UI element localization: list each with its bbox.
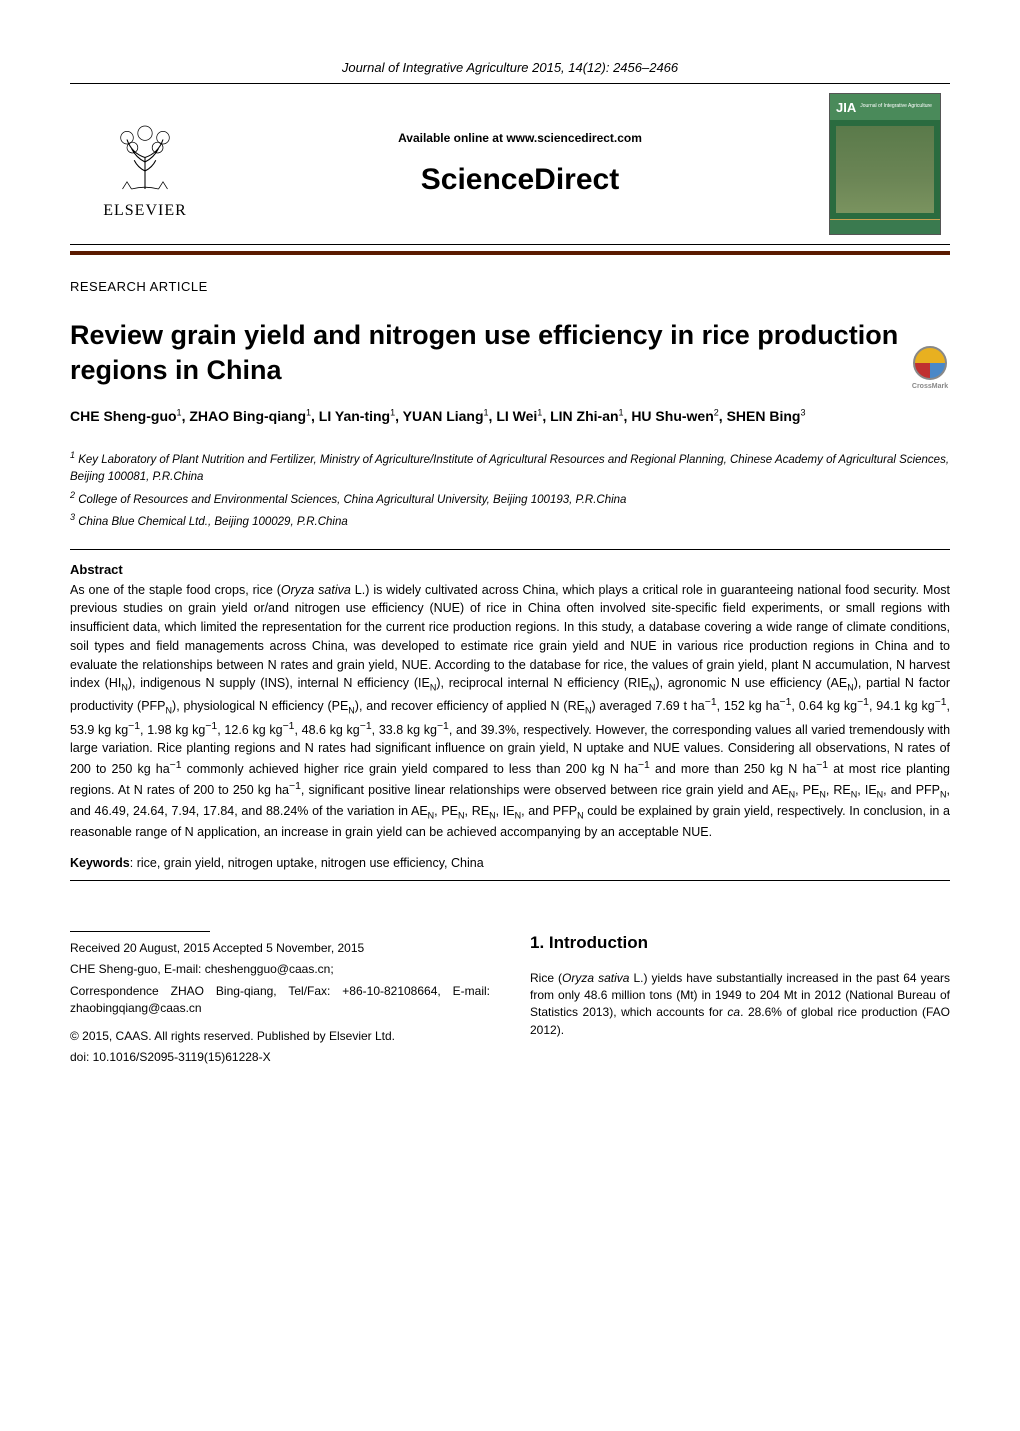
affiliation-1: 1 Key Laboratory of Plant Nutrition and … bbox=[70, 449, 950, 486]
crossmark-icon bbox=[913, 346, 947, 380]
crossmark-label: CrossMark bbox=[912, 382, 948, 391]
abstract-top-rule bbox=[70, 549, 950, 550]
journal-citation: Journal of Integrative Agriculture 2015,… bbox=[70, 60, 950, 75]
introduction-paragraph: Rice (Oryza sativa L.) yields have subst… bbox=[530, 970, 950, 1040]
elsevier-tree-icon bbox=[100, 108, 190, 198]
jia-cover-logo: JIA bbox=[836, 100, 856, 115]
elsevier-wordmark: ELSEVIER bbox=[103, 202, 187, 220]
article-title: Review grain yield and nitrogen use effi… bbox=[70, 318, 950, 388]
article-type-label: RESEARCH ARTICLE bbox=[70, 279, 950, 294]
elsevier-logo-block: ELSEVIER bbox=[70, 84, 220, 244]
header-banner: ELSEVIER Available online at www.science… bbox=[70, 83, 950, 245]
affiliation-2: 2 College of Resources and Environmental… bbox=[70, 489, 950, 509]
abstract-text: As one of the staple food crops, rice (O… bbox=[70, 581, 950, 842]
header-rule bbox=[70, 251, 950, 255]
jia-cover-subtitle: Journal of Integrative Agriculture bbox=[860, 104, 932, 110]
keywords-text: : rice, grain yield, nitrogen uptake, ni… bbox=[130, 856, 484, 870]
footnote-rule bbox=[70, 931, 210, 932]
jia-cover-photo bbox=[836, 126, 934, 213]
keywords-line: Keywords: rice, grain yield, nitrogen up… bbox=[70, 856, 950, 870]
author-email-che: CHE Sheng-guo, E-mail: cheshengguo@caas.… bbox=[70, 961, 490, 978]
sciencedirect-wordmark: ScienceDirect bbox=[421, 163, 619, 197]
footnote-column: Received 20 August, 2015 Accepted 5 Nove… bbox=[70, 931, 490, 1070]
jia-cover-bar bbox=[830, 219, 940, 234]
received-accepted: Received 20 August, 2015 Accepted 5 Nove… bbox=[70, 940, 490, 957]
keywords-label: Keywords bbox=[70, 856, 130, 870]
copyright-line: © 2015, CAAS. All rights reserved. Publi… bbox=[70, 1028, 490, 1045]
introduction-column: 1. Introduction Rice (Oryza sativa L.) y… bbox=[530, 931, 950, 1070]
affiliations-block: 1 Key Laboratory of Plant Nutrition and … bbox=[70, 449, 950, 530]
introduction-heading: 1. Introduction bbox=[530, 931, 950, 956]
abstract-heading: Abstract bbox=[70, 562, 950, 577]
available-online-text: Available online at www.sciencedirect.co… bbox=[398, 131, 642, 145]
doi-line: doi: 10.1016/S2095-3119(15)61228-X bbox=[70, 1049, 490, 1066]
crossmark-badge[interactable]: CrossMark bbox=[910, 346, 950, 392]
abstract-bottom-rule bbox=[70, 880, 950, 881]
author-list: CHE Sheng-guo1, ZHAO Bing-qiang1, LI Yan… bbox=[70, 406, 950, 427]
correspondence: Correspondence ZHAO Bing-qiang, Tel/Fax:… bbox=[70, 983, 490, 1018]
header-middle: Available online at www.sciencedirect.co… bbox=[220, 84, 820, 244]
journal-cover-thumb: JIA Journal of Integrative Agriculture bbox=[820, 84, 950, 244]
affiliation-3: 3 China Blue Chemical Ltd., Beijing 1000… bbox=[70, 511, 950, 531]
article-title-text: Review grain yield and nitrogen use effi… bbox=[70, 320, 898, 385]
